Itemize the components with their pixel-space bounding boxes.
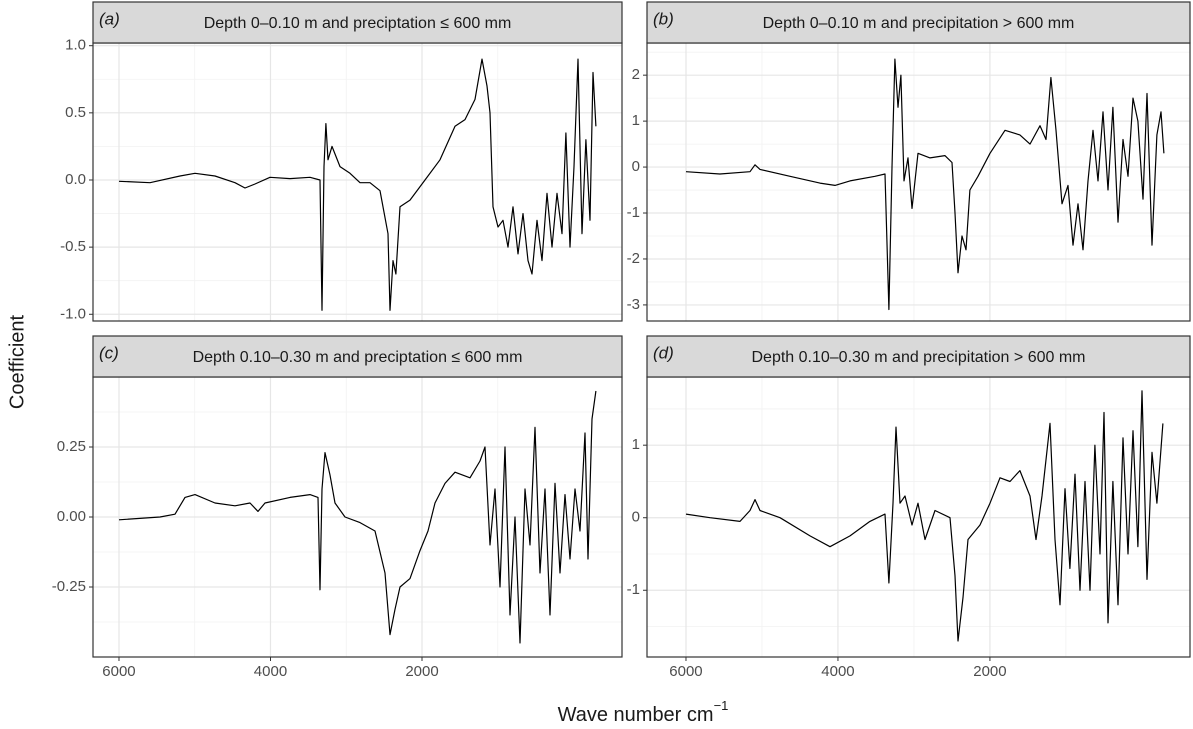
strip-title: Depth 0.10–0.30 m and precipitation > 60… (752, 349, 1086, 366)
strip (646, 1, 1191, 44)
y-tick-label: -3 (627, 296, 640, 313)
strip-title: Depth 0–0.10 m and preciptation ≤ 600 mm (204, 15, 512, 32)
x-axis-title-text: Wave number cm (558, 704, 714, 726)
strip (646, 335, 1191, 378)
spectrum-line (685, 390, 1164, 642)
strip-title: Depth 0–0.10 m and precipitation > 600 m… (763, 15, 1075, 32)
y-tick-label: -2 (627, 250, 640, 267)
x-axis-title: Wave number cm−1 (558, 698, 729, 726)
panel: -3 -2 -1 0 1 2 (b) Depth 0–0.10 m and precipita… (627, 1, 1191, 322)
x-tick-label: 4000 (821, 663, 854, 680)
y-tick-label: -0.25 (52, 578, 86, 595)
y-tick-label: 0 (632, 158, 640, 175)
y-axis-title: Coefficient (6, 314, 28, 409)
plot-background (647, 43, 1190, 321)
y-tick-label: -1 (627, 581, 640, 598)
y-tick-label: 1 (632, 436, 640, 453)
x-tick-label: 4000 (254, 663, 287, 680)
panel-label: (a) (99, 9, 120, 28)
x-tick-label: 6000 (669, 663, 702, 680)
y-tick-label: 2 (632, 66, 640, 83)
strip-title: Depth 0.10–0.30 m and preciptation ≤ 600… (193, 349, 523, 366)
y-tick-label: 1 (632, 112, 640, 129)
panel-label: (c) (99, 343, 119, 362)
spectrum-line (118, 58, 597, 311)
x-tick-label: 2000 (973, 663, 1006, 680)
panel-label: (d) (653, 343, 674, 362)
y-tick-label: -1 (627, 204, 640, 221)
y-tick-label: 1.0 (65, 37, 86, 54)
y-tick-label: 0 (632, 509, 640, 526)
spectrum-line (685, 58, 1165, 311)
x-axis-title-sup: −1 (714, 698, 729, 713)
plot-background (93, 43, 622, 321)
y-tick-label: 0.0 (65, 171, 86, 188)
panel: -1 0 1 6000 4000 2000 (d) Depth 0.10–0.30 m and… (627, 335, 1191, 680)
panel: -0.25 0.00 0.25 6000 4000 2000 (c) Depth 0.10–0… (52, 335, 623, 680)
x-tick-label: 2000 (405, 663, 438, 680)
panel-label: (b) (653, 9, 674, 28)
spectrum-line (118, 390, 597, 644)
y-tick-label: 0.5 (65, 104, 86, 121)
plot-background (647, 377, 1190, 657)
y-tick-label: 0.25 (57, 438, 86, 455)
strip (92, 1, 623, 44)
y-tick-label: -0.5 (60, 238, 86, 255)
panel: -1.0 -0.5 0.0 0.5 1.0 (a) Depth 0–0.10 m and p… (60, 1, 623, 322)
y-tick-label: -1.0 (60, 305, 86, 322)
x-tick-label: 6000 (102, 663, 135, 680)
strip (92, 335, 623, 378)
y-tick-label: 0.00 (57, 508, 86, 525)
